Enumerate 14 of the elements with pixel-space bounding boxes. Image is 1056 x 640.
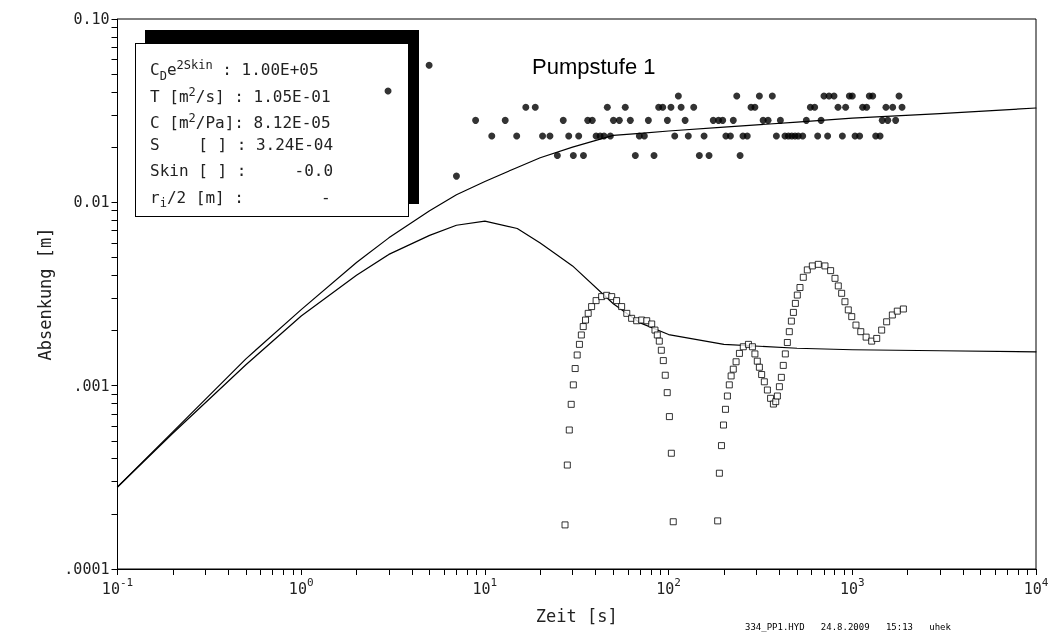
y-tick-label: 0.10 bbox=[73, 10, 110, 28]
annotation: T [m$^{2}$/s] : 1.05E-01 bbox=[150, 84, 331, 106]
y-tick-label: .001 bbox=[73, 376, 110, 395]
y-tick-label: 0.01 bbox=[73, 193, 110, 212]
y-tick-label: .0001 bbox=[64, 560, 110, 578]
annotation: Skin [ ] : -0.0 bbox=[150, 160, 334, 182]
text: Pumpstufe 1 bbox=[532, 53, 656, 79]
annotation: C$_{D}$e$^{2Skin}$ : 1.00E+05 bbox=[150, 57, 319, 83]
annotation: C [m$^{2}$/Pa]: 8.12E-05 bbox=[150, 110, 331, 133]
annotation: S [ ] : 3.24E-04 bbox=[150, 133, 334, 156]
y-axis-title: Absenkung [m] bbox=[34, 227, 55, 361]
x-axis-title: Zeit [s] bbox=[535, 605, 618, 626]
annotation: r$_{i}$/2 [m] : - bbox=[150, 186, 331, 211]
text: 334_PP1.HYD 24.8.2009 15:13 uhek bbox=[745, 622, 951, 632]
